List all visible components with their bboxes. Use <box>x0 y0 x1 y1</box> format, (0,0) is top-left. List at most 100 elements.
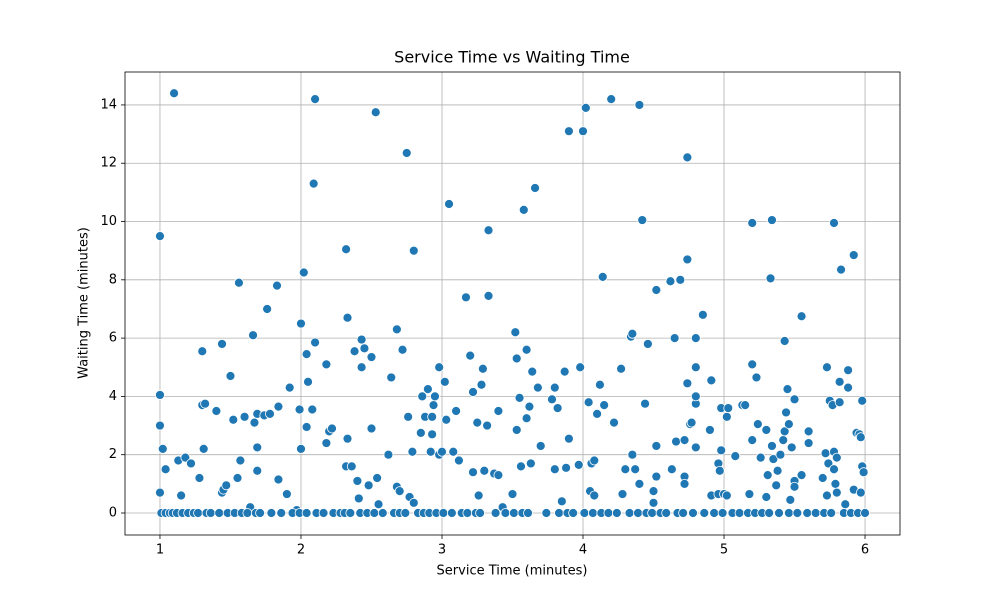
point <box>796 470 807 481</box>
point <box>194 473 205 483</box>
point <box>417 391 428 402</box>
point <box>523 508 533 518</box>
point <box>193 508 203 518</box>
point <box>341 244 352 255</box>
point <box>468 467 478 478</box>
point <box>624 508 635 518</box>
point <box>848 250 859 260</box>
point <box>186 458 196 469</box>
point <box>564 126 574 137</box>
point <box>383 449 394 460</box>
point <box>783 419 794 429</box>
point <box>767 441 777 451</box>
point <box>342 433 353 444</box>
point <box>706 375 717 386</box>
point <box>810 508 821 518</box>
point <box>831 452 842 463</box>
point <box>665 276 676 287</box>
point <box>705 425 715 435</box>
point <box>709 508 720 518</box>
point <box>589 455 600 466</box>
point <box>648 486 659 497</box>
point <box>403 411 414 422</box>
point <box>310 94 320 105</box>
point <box>822 490 832 501</box>
point <box>651 471 662 482</box>
point <box>568 508 579 518</box>
point <box>427 429 438 440</box>
point <box>666 464 677 475</box>
point <box>377 508 388 518</box>
point <box>789 394 800 405</box>
point <box>699 508 710 518</box>
point <box>768 454 779 464</box>
point <box>221 480 232 491</box>
point <box>180 452 191 463</box>
point <box>697 309 708 320</box>
point <box>556 496 567 507</box>
point <box>281 489 292 499</box>
point <box>822 362 832 373</box>
point <box>789 481 800 492</box>
point <box>394 486 405 497</box>
point <box>642 339 653 349</box>
point <box>792 508 803 518</box>
point <box>525 458 536 469</box>
point <box>276 508 287 518</box>
point <box>359 343 370 354</box>
point <box>356 334 367 345</box>
point <box>296 443 306 454</box>
point <box>301 349 312 360</box>
y-tick-label: 0 <box>109 505 117 520</box>
point <box>308 178 319 189</box>
point <box>858 467 869 478</box>
point <box>353 493 364 504</box>
point <box>690 333 701 344</box>
point <box>775 449 786 460</box>
point <box>461 292 471 303</box>
point <box>831 487 842 498</box>
point <box>634 100 645 110</box>
point <box>575 362 586 373</box>
point <box>477 363 488 374</box>
point <box>441 414 452 425</box>
y-tick-label: 2 <box>109 447 117 462</box>
point <box>472 417 483 428</box>
point <box>370 107 381 118</box>
point <box>675 274 686 285</box>
point <box>765 273 776 284</box>
point <box>785 494 796 505</box>
point <box>549 464 560 475</box>
point <box>755 452 766 463</box>
point <box>651 285 662 295</box>
point <box>633 508 643 518</box>
point <box>834 376 845 387</box>
point <box>430 391 440 402</box>
point <box>723 403 734 413</box>
point <box>532 382 543 393</box>
point <box>228 414 239 425</box>
point <box>751 372 762 383</box>
point <box>301 422 312 432</box>
point <box>747 359 758 370</box>
x-tick-label: 4 <box>579 543 587 558</box>
point <box>609 417 619 428</box>
point <box>366 352 377 362</box>
point <box>448 446 459 457</box>
point <box>321 438 332 448</box>
point <box>232 473 243 483</box>
point <box>634 478 645 489</box>
point <box>510 327 521 338</box>
point <box>764 508 775 518</box>
point <box>669 333 680 344</box>
point <box>620 464 631 475</box>
point <box>363 480 374 491</box>
point <box>397 344 408 355</box>
point <box>778 435 789 446</box>
point <box>352 476 363 486</box>
point <box>554 508 564 518</box>
point <box>482 420 493 431</box>
point <box>303 376 313 387</box>
point <box>679 478 690 489</box>
